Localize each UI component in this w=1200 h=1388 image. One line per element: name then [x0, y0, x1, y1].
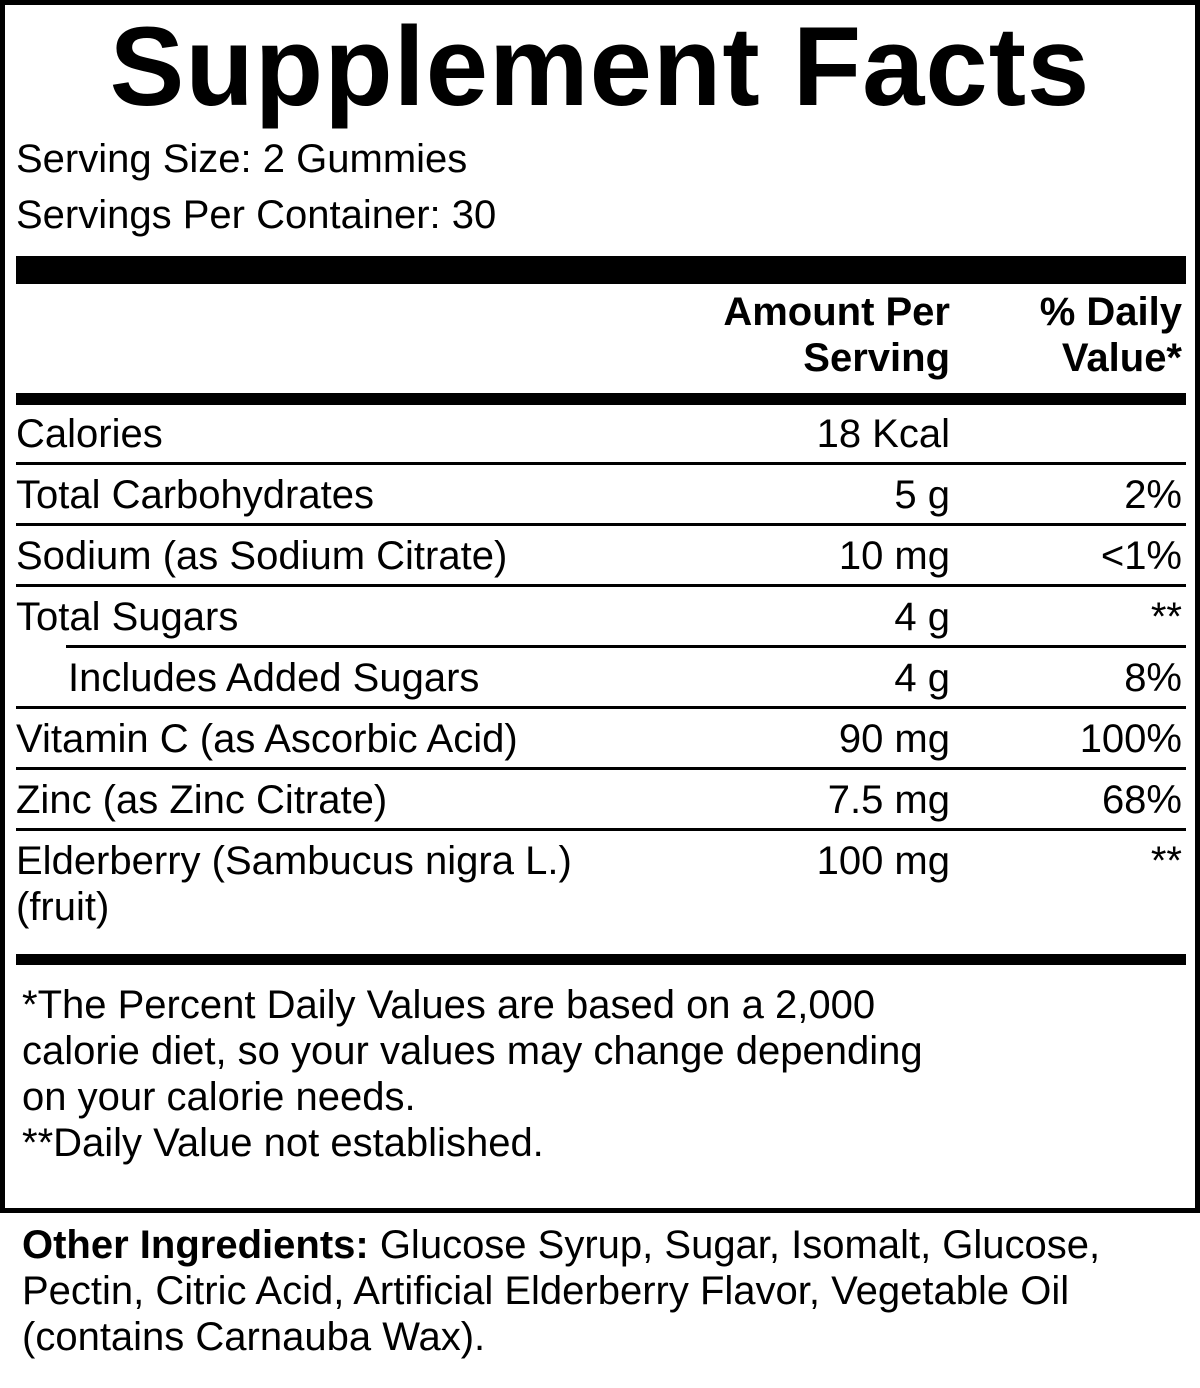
- amount: 100 mg: [816, 839, 950, 883]
- daily-value: 68%: [1101, 778, 1182, 822]
- facts-panel-border: [0, 0, 1200, 1213]
- nutrient-name: Vitamin C (as Ascorbic Acid): [16, 717, 518, 761]
- amount: 7.5 mg: [827, 778, 950, 822]
- daily-value: <1%: [1100, 534, 1182, 578]
- table-row: Total Carbohydrates 5 g 2%: [16, 464, 1182, 525]
- table-row: Zinc (as Zinc Citrate) 7.5 mg 68%: [16, 769, 1182, 830]
- amount-header-line1: Amount Per: [723, 290, 950, 334]
- amount-header: Amount Per Serving: [723, 289, 950, 381]
- other-ingredients-label: Other Ingredients:: [22, 1223, 369, 1267]
- footnote-line: **Daily Value not established.: [22, 1121, 544, 1165]
- row-divider: [66, 645, 1186, 648]
- nutrient-name: Calories: [16, 412, 163, 456]
- table-row: Total Sugars 4 g **: [16, 586, 1182, 647]
- footnotes: *The Percent Daily Values are based on a…: [22, 982, 923, 1166]
- table-row: Elderberry (Sambucus nigra L.) (fruit) 100…: [16, 830, 1182, 952]
- row-divider: [16, 767, 1186, 770]
- daily-value: 100%: [1079, 717, 1182, 761]
- amount: 5 g: [894, 473, 950, 517]
- daily-value: **: [1150, 839, 1182, 883]
- other-ingredients-text: Glucose Syrup, Sugar, Isomalt, Glucose, …: [22, 1223, 1101, 1359]
- footnote-line: on your calorie needs.: [22, 1075, 416, 1119]
- table-row: Includes Added Sugars 4 g 8%: [16, 647, 1182, 708]
- amount: 10 mg: [838, 534, 950, 578]
- panel-title: Supplement Facts: [109, 4, 1091, 129]
- daily-value: 2%: [1124, 473, 1182, 517]
- nutrient-name-line1: Elderberry (Sambucus nigra L.): [16, 839, 572, 883]
- table-row: Sodium (as Sodium Citrate) 10 mg <1%: [16, 525, 1182, 586]
- nutrient-name: Elderberry (Sambucus nigra L.) (fruit): [16, 838, 572, 930]
- row-divider: [16, 523, 1186, 526]
- nutrient-name: Sodium (as Sodium Citrate): [16, 534, 508, 578]
- other-ingredients: Other Ingredients: Glucose Syrup, Sugar,…: [22, 1222, 1192, 1360]
- nutrient-name: Total Sugars: [16, 595, 239, 639]
- nutrient-name: Zinc (as Zinc Citrate): [16, 778, 388, 822]
- daily-value: 8%: [1124, 656, 1182, 700]
- nutrient-name-line2: (fruit): [16, 885, 110, 929]
- row-divider: [16, 584, 1186, 587]
- amount-header-line2: Serving: [803, 336, 950, 380]
- thick-divider: [16, 954, 1186, 965]
- nutrient-name: Includes Added Sugars: [68, 656, 480, 700]
- daily-value: **: [1150, 595, 1182, 639]
- amount: 4 g: [894, 595, 950, 639]
- row-divider: [16, 462, 1186, 465]
- daily-value-header: % Daily Value*: [1040, 289, 1182, 381]
- thick-divider: [16, 393, 1186, 405]
- footnote-line: calorie diet, so your values may change …: [22, 1029, 923, 1073]
- dv-header-line2: Value*: [1061, 336, 1182, 380]
- table-row: Calories 18 Kcal: [16, 403, 1182, 464]
- dv-header-line1: % Daily: [1039, 290, 1182, 334]
- amount: 4 g: [894, 656, 950, 700]
- row-divider: [16, 828, 1186, 831]
- thick-divider: [16, 256, 1186, 284]
- nutrient-name: Total Carbohydrates: [16, 473, 374, 517]
- table-row: Vitamin C (as Ascorbic Acid) 90 mg 100%: [16, 708, 1182, 769]
- servings-per-container: Servings Per Container: 30: [16, 193, 497, 237]
- footnote-line: *The Percent Daily Values are based on a…: [22, 983, 876, 1027]
- amount: 18 Kcal: [816, 412, 950, 456]
- serving-size: Serving Size: 2 Gummies: [16, 137, 468, 181]
- row-divider: [16, 706, 1186, 709]
- amount: 90 mg: [838, 717, 950, 761]
